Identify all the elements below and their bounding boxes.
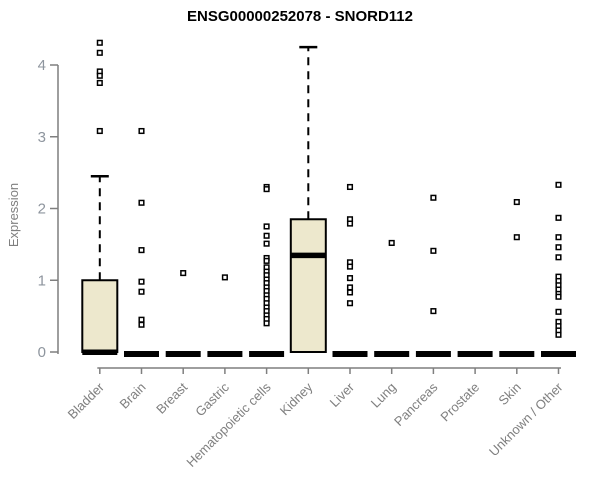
x-tick-label-pancreas: Pancreas bbox=[391, 379, 441, 429]
y-tick-label: 4 bbox=[38, 57, 46, 74]
x-tick-label-breast: Breast bbox=[153, 379, 190, 416]
flat-box-lung bbox=[374, 351, 410, 357]
flat-box-hematopoietic-cells bbox=[249, 351, 285, 357]
outlier-point bbox=[346, 263, 354, 270]
median-kidney bbox=[290, 252, 326, 259]
outlier-point bbox=[513, 234, 520, 241]
outlier-point bbox=[263, 257, 270, 264]
box-bladder bbox=[81, 279, 119, 353]
x-tick-label-bladder: Bladder bbox=[65, 379, 108, 422]
outlier-point bbox=[96, 72, 103, 79]
outlier-point bbox=[346, 275, 354, 282]
outlier-point bbox=[555, 331, 562, 338]
outlier-point bbox=[138, 321, 145, 328]
outlier-point bbox=[138, 127, 145, 135]
outlier-point bbox=[555, 293, 562, 300]
outlier-point bbox=[346, 284, 354, 291]
outlier-point bbox=[96, 127, 103, 135]
x-tick-label-liver: Liver bbox=[327, 379, 358, 410]
outlier-point bbox=[513, 198, 520, 206]
x-tick-label-lung: Lung bbox=[368, 380, 399, 411]
outlier-point bbox=[96, 39, 103, 46]
flat-box-gastric bbox=[207, 351, 243, 357]
box-kidney bbox=[289, 218, 327, 353]
x-tick-label-unknown-other: Unknown / Other bbox=[486, 379, 566, 459]
outlier-point bbox=[180, 270, 187, 277]
median-bladder bbox=[82, 349, 118, 355]
outlier-point bbox=[263, 186, 270, 193]
y-tick-label: 3 bbox=[38, 129, 46, 146]
flat-box-brain bbox=[124, 351, 159, 357]
outlier-point bbox=[388, 239, 395, 246]
outlier-point bbox=[96, 49, 103, 56]
outlier-point bbox=[221, 274, 228, 281]
x-tick-label-skin: Skin bbox=[495, 380, 523, 408]
outlier-point bbox=[138, 288, 145, 295]
x-tick-label-brain: Brain bbox=[117, 380, 149, 412]
outlier-point bbox=[138, 199, 145, 206]
chart-title: ENSG00000252078 - SNORD112 bbox=[187, 8, 413, 25]
x-tick-label-gastric: Gastric bbox=[192, 379, 232, 419]
outlier-point bbox=[555, 244, 562, 251]
outlier-point bbox=[346, 289, 354, 296]
outlier-point bbox=[263, 320, 270, 327]
outlier-point bbox=[555, 308, 562, 315]
outlier-point bbox=[96, 79, 103, 86]
outlier-point bbox=[430, 308, 437, 315]
flat-box-skin bbox=[499, 351, 535, 357]
outlier-point bbox=[263, 240, 270, 247]
flat-box-prostate bbox=[457, 351, 493, 357]
y-tick-label: 1 bbox=[38, 272, 46, 289]
outlier-point bbox=[555, 214, 562, 221]
outlier-point bbox=[138, 316, 145, 323]
outlier-point bbox=[346, 183, 354, 191]
outlier-point bbox=[138, 247, 145, 254]
outlier-point bbox=[430, 194, 437, 201]
y-tick-label: 2 bbox=[38, 201, 46, 218]
x-tick-label-kidney: Kidney bbox=[277, 379, 316, 418]
outlier-point bbox=[555, 181, 562, 188]
flat-box-liver bbox=[332, 351, 368, 357]
outlier-point bbox=[138, 278, 145, 285]
outlier-point bbox=[346, 220, 354, 227]
y-tick-label: 0 bbox=[38, 344, 46, 361]
outlier-point bbox=[263, 223, 270, 230]
outlier-point bbox=[555, 254, 562, 261]
x-tick-label-prostate: Prostate bbox=[437, 380, 482, 425]
outlier-point bbox=[430, 247, 437, 254]
flat-box-breast bbox=[165, 351, 201, 357]
outlier-point bbox=[263, 232, 270, 239]
outlier-point bbox=[555, 234, 562, 241]
flat-box-pancreas bbox=[415, 351, 451, 357]
flat-box-unknown-other bbox=[541, 351, 576, 357]
outlier-point bbox=[346, 300, 354, 307]
